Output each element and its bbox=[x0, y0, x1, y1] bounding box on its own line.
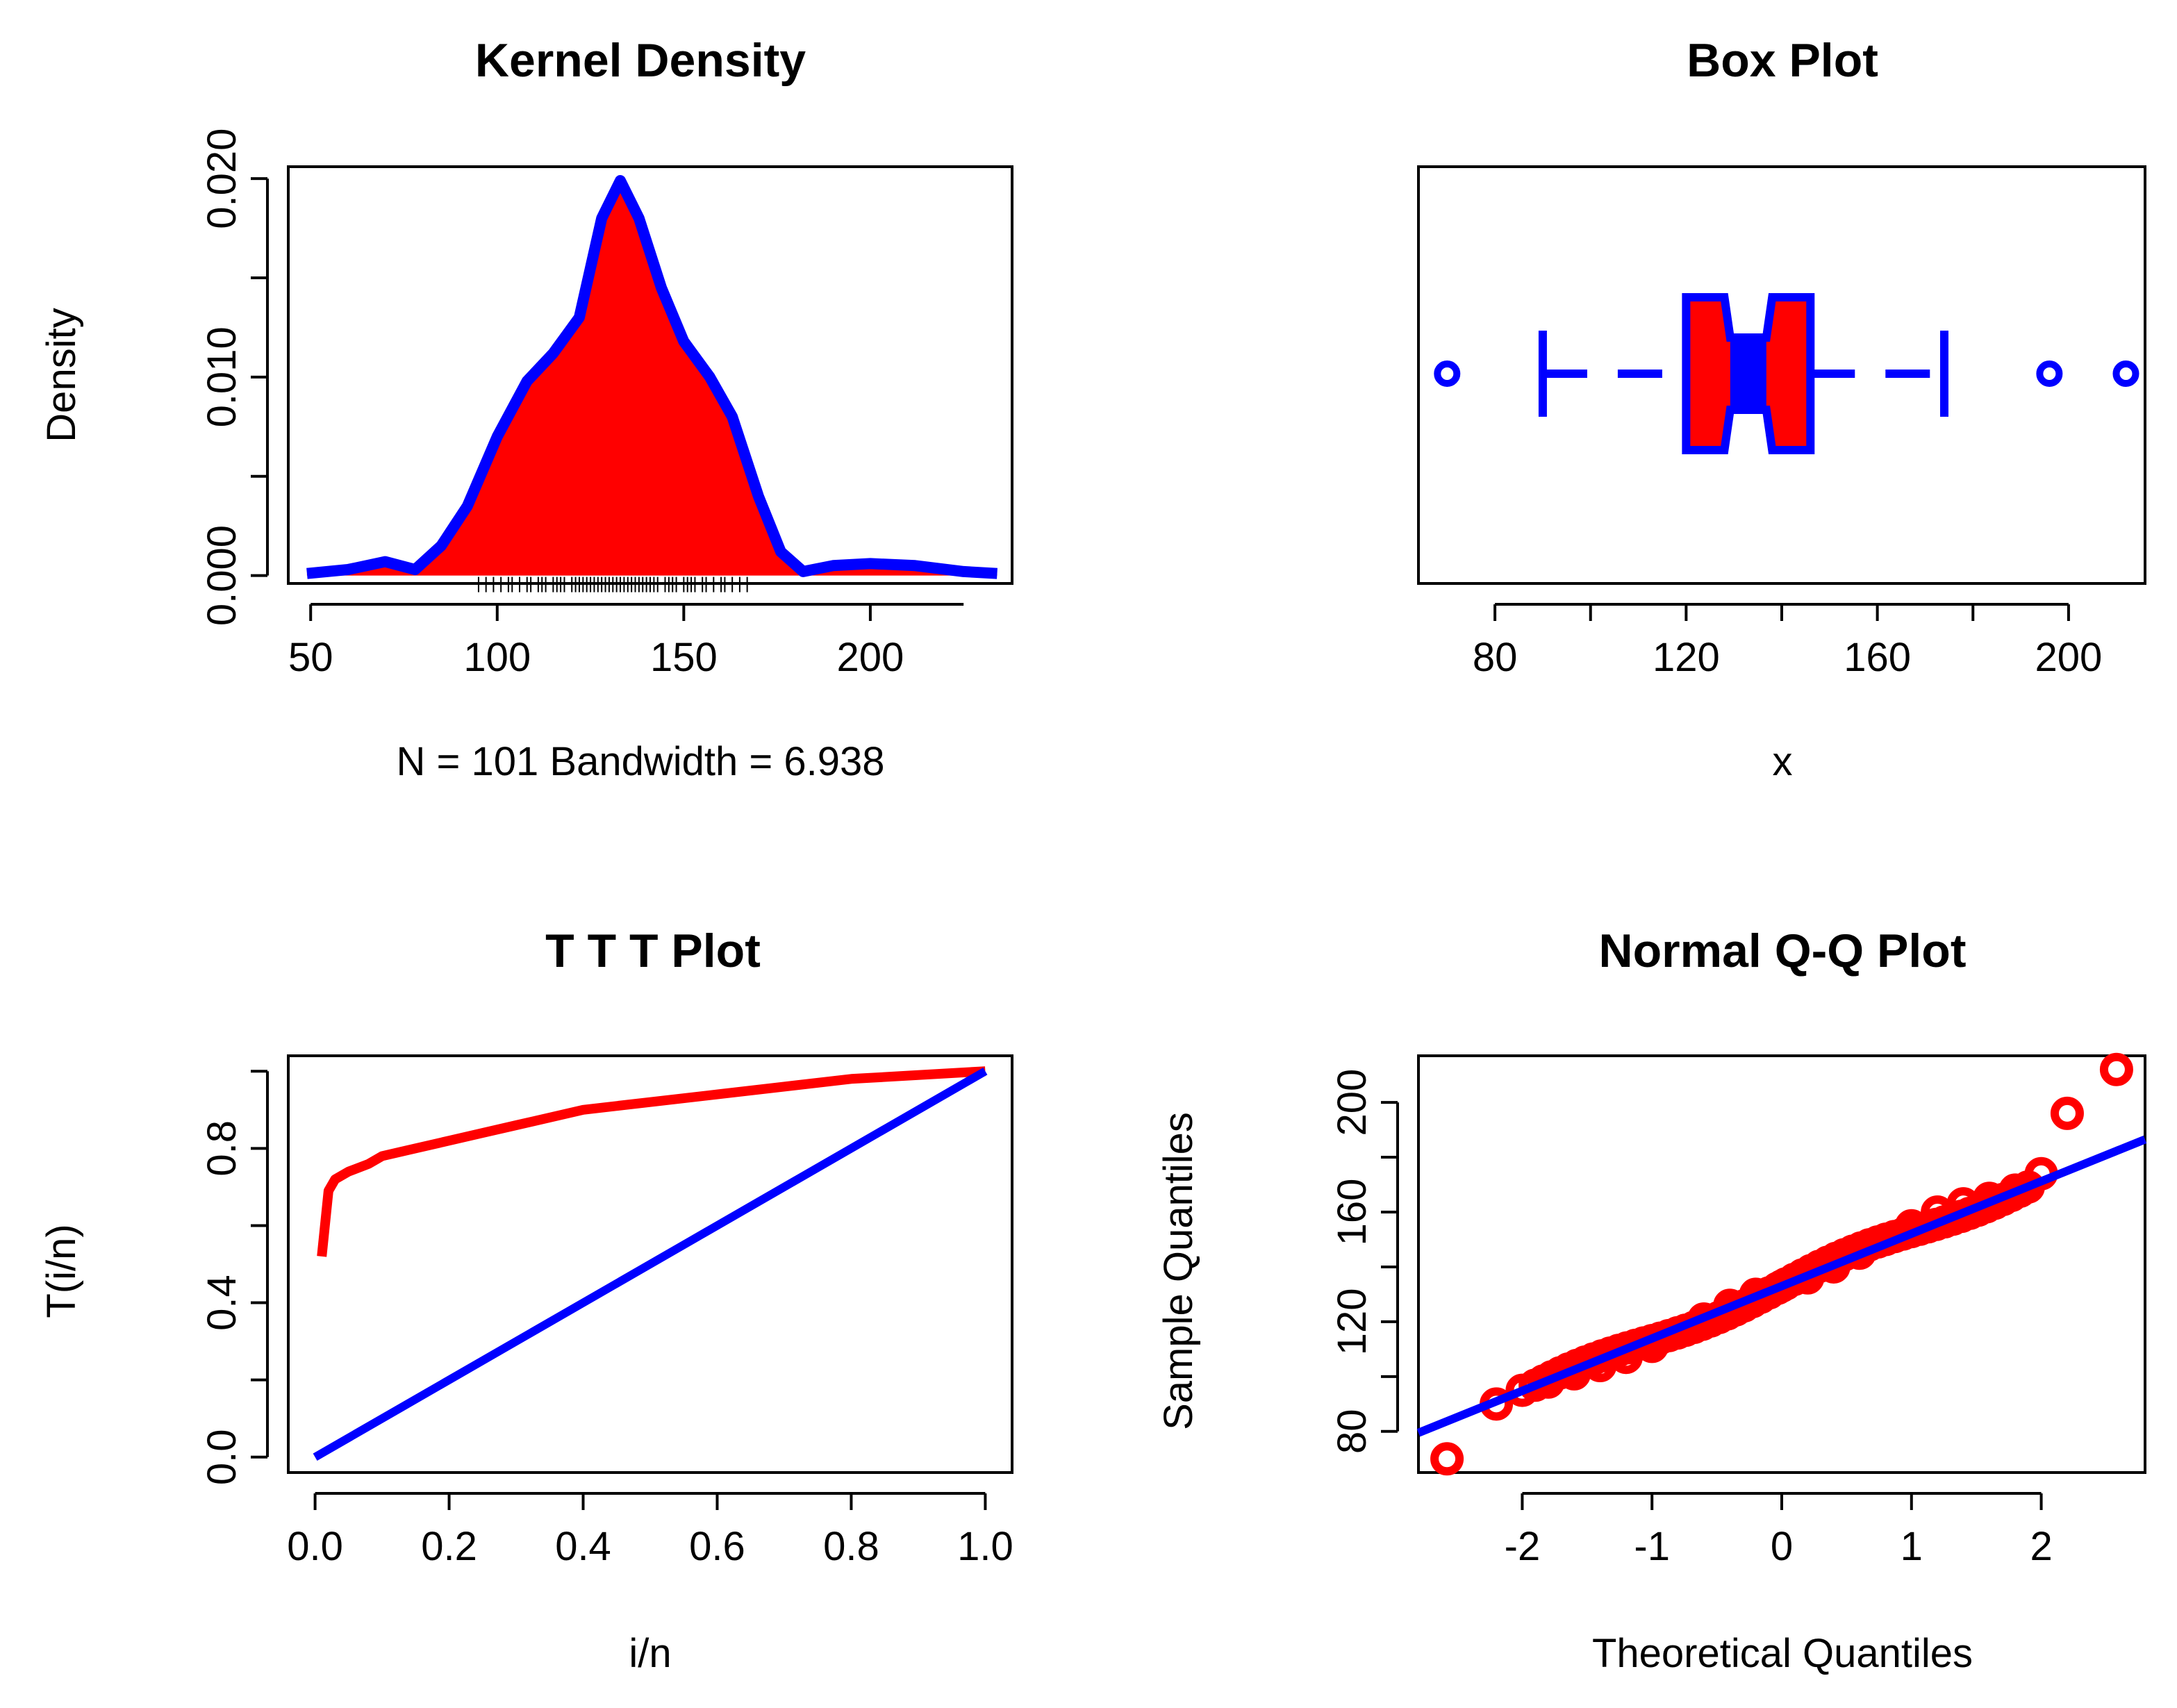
qq-plot-x-label: Theoretical Quantiles bbox=[1592, 1631, 1973, 1676]
kernel-density-y-axis: 0.000 0.010 0.020 bbox=[199, 128, 269, 626]
bx-x-tick-label: 160 bbox=[1844, 635, 1911, 680]
ttt-plot-y-label: T(i/n) bbox=[39, 1224, 84, 1318]
ttt-plot-title: T T T Plot bbox=[545, 925, 761, 977]
kernel-density-panel: Kernel Density 0.000 0.010 0.020 50 100 150 2… bbox=[39, 34, 1013, 784]
bx-x-tick-label: 120 bbox=[1653, 635, 1720, 680]
outlier-point bbox=[1434, 360, 1461, 387]
tt-x-tick-label: 0.0 bbox=[287, 1524, 343, 1569]
box-plot-x-label: x bbox=[1773, 739, 1793, 784]
tt-y-tick-label: 0.0 bbox=[199, 1429, 245, 1485]
box-plot-panel: Box Plot 80 120 160 200 x bbox=[1417, 34, 2146, 784]
outlier-point bbox=[2112, 360, 2139, 387]
qq-plot-title: Normal Q-Q Plot bbox=[1599, 925, 1967, 977]
rug-marks bbox=[477, 577, 748, 592]
box-plot-x-axis: 80 120 160 200 bbox=[1473, 603, 2103, 680]
qq-y-tick-label: 160 bbox=[1330, 1179, 1375, 1246]
tt-x-tick-label: 0.2 bbox=[421, 1524, 477, 1569]
qq-y-tick-label: 80 bbox=[1330, 1409, 1375, 1454]
box-plot-shapes bbox=[1434, 293, 2139, 454]
box-plot-title: Box Plot bbox=[1687, 34, 1878, 87]
qq-plot-frame bbox=[1417, 1054, 2146, 1474]
box-plot-frame bbox=[1417, 165, 2146, 585]
qq-plot-x-axis: -2 -1 0 1 2 bbox=[1505, 1492, 2053, 1569]
qq-x-tick-label: 0 bbox=[1771, 1524, 1793, 1569]
ttt-plot-lines bbox=[313, 1066, 988, 1461]
tt-x-tick-label: 1.0 bbox=[957, 1524, 1013, 1569]
kernel-density-x-label: N = 101 Bandwidth = 6.938 bbox=[397, 739, 885, 784]
qq-x-tick-label: -2 bbox=[1505, 1524, 1541, 1569]
bx-x-tick-label: 80 bbox=[1473, 635, 1518, 680]
qq-x-tick-label: 2 bbox=[2030, 1524, 2052, 1569]
kd-y-tick-label: 0.000 bbox=[199, 525, 245, 626]
qq-y-tick-label: 120 bbox=[1330, 1288, 1375, 1356]
qq-plot-marks bbox=[1416, 1052, 2147, 1476]
kernel-density-title: Kernel Density bbox=[475, 34, 806, 87]
qq-reference-line bbox=[1416, 1135, 2147, 1437]
qq-y-tick-label: 200 bbox=[1330, 1069, 1375, 1136]
ttt-plot-x-axis: 0.0 0.2 0.4 0.6 0.8 1.0 bbox=[287, 1492, 1013, 1569]
qq-point bbox=[2011, 1170, 2045, 1204]
tt-x-tick-label: 0.4 bbox=[555, 1524, 611, 1569]
ttt-plot-x-label: i/n bbox=[629, 1631, 671, 1676]
outlier-point bbox=[2036, 360, 2063, 387]
ttt-curve bbox=[317, 1066, 986, 1257]
kd-x-tick-label: 150 bbox=[650, 635, 718, 680]
qq-x-tick-label: -1 bbox=[1634, 1524, 1670, 1569]
qq-point bbox=[2050, 1096, 2084, 1130]
ttt-plot-panel: T T T Plot 0.00.40.8 0.0 0.2 0.4 0.6 0.8 1.0 … bbox=[39, 925, 1013, 1676]
density-area bbox=[306, 181, 998, 576]
kd-x-tick-label: 200 bbox=[837, 635, 904, 680]
tt-x-tick-label: 0.6 bbox=[689, 1524, 745, 1569]
tt-x-tick-label: 0.8 bbox=[823, 1524, 879, 1569]
median-bar bbox=[1730, 338, 1766, 410]
qq-point bbox=[1430, 1442, 1464, 1476]
kd-y-tick-label: 0.020 bbox=[199, 128, 245, 229]
kd-x-tick-label: 100 bbox=[463, 635, 531, 680]
qq-plot-y-label: Sample Quantiles bbox=[1156, 1112, 1201, 1430]
bx-x-tick-label: 200 bbox=[2035, 635, 2103, 680]
qq-plot-y-axis: 80 120 160 200 bbox=[1330, 1069, 1399, 1454]
kernel-density-y-label: Density bbox=[39, 308, 84, 442]
tt-y-tick-label: 0.4 bbox=[199, 1275, 245, 1331]
diagonal-reference-line bbox=[313, 1068, 988, 1461]
qq-x-tick-label: 1 bbox=[1901, 1524, 1923, 1569]
qq-point bbox=[2099, 1052, 2133, 1086]
kernel-density-x-axis: 50 100 150 200 bbox=[288, 603, 964, 680]
ttt-plot-frame bbox=[287, 1054, 1013, 1474]
qq-plot-panel: Normal Q-Q Plot 80 120 160 200 -2 -1 0 1 2 Theo… bbox=[1156, 925, 2147, 1676]
ttt-plot-y-axis: 0.0 0.4 0.8 bbox=[199, 1070, 269, 1485]
kd-x-tick-label: 50 bbox=[288, 635, 333, 680]
density-curve bbox=[306, 175, 998, 579]
kd-y-tick-label: 0.010 bbox=[199, 326, 245, 427]
tt-y-tick-label: 0.8 bbox=[199, 1120, 245, 1177]
